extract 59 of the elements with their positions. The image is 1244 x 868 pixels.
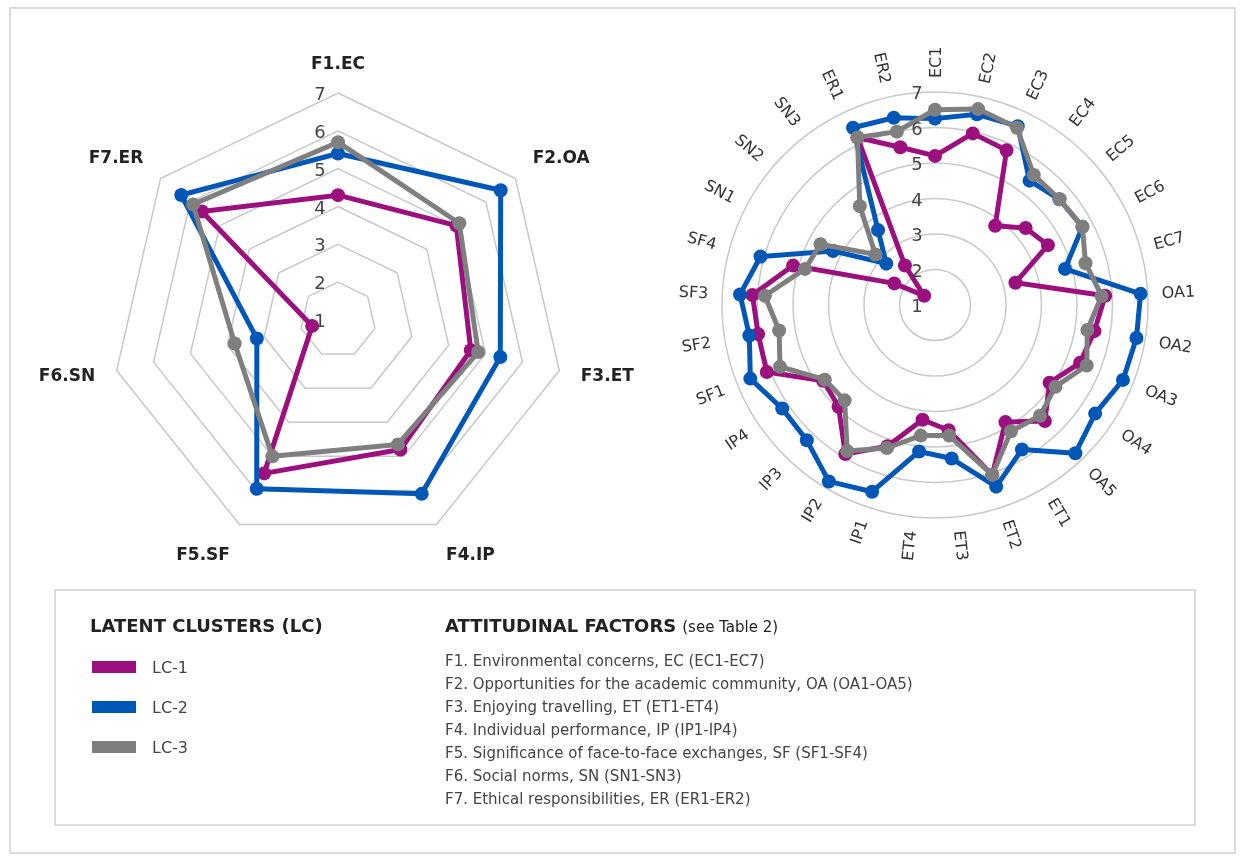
text: F7. Ethical responsibilities, ER (ER1-ER2) <box>445 790 751 808</box>
legend-label: LC-2 <box>152 698 189 717</box>
text: ATTITUDINAL FACTORS <box>445 615 677 636</box>
y-tick-label: 6 <box>314 120 326 142</box>
spoke-label: F3.ET <box>580 365 635 386</box>
y-tick-label: 2 <box>314 272 326 294</box>
spoke-label: EC1 <box>925 46 945 78</box>
y-tick-label: 1 <box>911 295 923 316</box>
text: F5. Significance of face-to-face exchanges, SF (SF1-SF4) <box>445 744 868 762</box>
spoke-label: ET4 <box>897 529 920 562</box>
y-tick-label: 1 <box>314 310 326 331</box>
spoke-label: SF2 <box>680 332 713 356</box>
y-tick-label: 7 <box>911 82 923 103</box>
text: F2. Opportunities for the academic community, OA (OA1-OA5) <box>445 675 913 693</box>
legend-label: LC-1 <box>152 658 189 677</box>
spoke-label: EC7 <box>1151 226 1187 254</box>
spoke-label: IP1 <box>845 517 872 547</box>
spoke-label: SF4 <box>685 227 719 254</box>
spoke-label: F6.SN <box>38 365 96 386</box>
spoke-label: IP4 <box>721 424 753 455</box>
spoke-label: EC6 <box>1131 175 1168 208</box>
y-tick-label: 7 <box>314 83 326 104</box>
y-tick-label: 4 <box>314 196 326 218</box>
spoke-label: OA1 <box>1161 281 1196 303</box>
spoke-label: F5.SF <box>176 543 230 564</box>
text: F6. Social norms, SN (SN1-SN3) <box>445 767 682 785</box>
spoke-label: SF1 <box>693 380 728 409</box>
legend-title: LATENT CLUSTERS (LC) <box>90 615 323 636</box>
text: F4. Individual performance, IP (IP1-IP4) <box>445 721 738 739</box>
y-tick-label: 3 <box>314 234 326 256</box>
spoke-label: F7.ER <box>88 147 144 168</box>
y-tick-label: 5 <box>314 158 326 180</box>
y-tick-label: 5 <box>911 153 923 174</box>
spoke-label: F1.EC <box>311 53 365 74</box>
spoke-label: OA4 <box>1117 424 1156 460</box>
spoke-label: F2.OA <box>532 147 591 168</box>
legend-label: LC-3 <box>152 738 189 757</box>
y-tick-label: 2 <box>911 259 923 281</box>
spoke-label: ER2 <box>870 50 896 86</box>
spoke-label: IP3 <box>755 463 786 495</box>
y-tick-label: 3 <box>911 224 923 245</box>
y-tick-label: 4 <box>911 188 923 210</box>
spoke-label: OA2 <box>1157 332 1194 357</box>
spoke-label: OA3 <box>1142 380 1181 411</box>
spoke-label: ET2 <box>998 517 1026 552</box>
spoke-label: ET3 <box>950 529 973 562</box>
spoke-label: EC3 <box>1021 66 1053 104</box>
spoke-label: EC5 <box>1101 130 1139 166</box>
spoke-label: SN1 <box>701 175 739 208</box>
spoke-label: SN2 <box>731 129 769 166</box>
spoke-label: SF3 <box>678 281 709 303</box>
text: F3. Enjoying travelling, ET (ET1-ET4) <box>445 698 720 716</box>
spoke-label: ER1 <box>817 66 849 104</box>
y-tick-label: 6 <box>911 117 923 139</box>
spoke-label: F4.IP <box>446 543 495 564</box>
spoke-label: IP2 <box>797 494 827 526</box>
text: (see Table 2) <box>682 618 779 636</box>
text: F1. Environmental concerns, EC (EC1-EC7) <box>445 652 765 670</box>
spoke-label: EC2 <box>974 50 1000 86</box>
